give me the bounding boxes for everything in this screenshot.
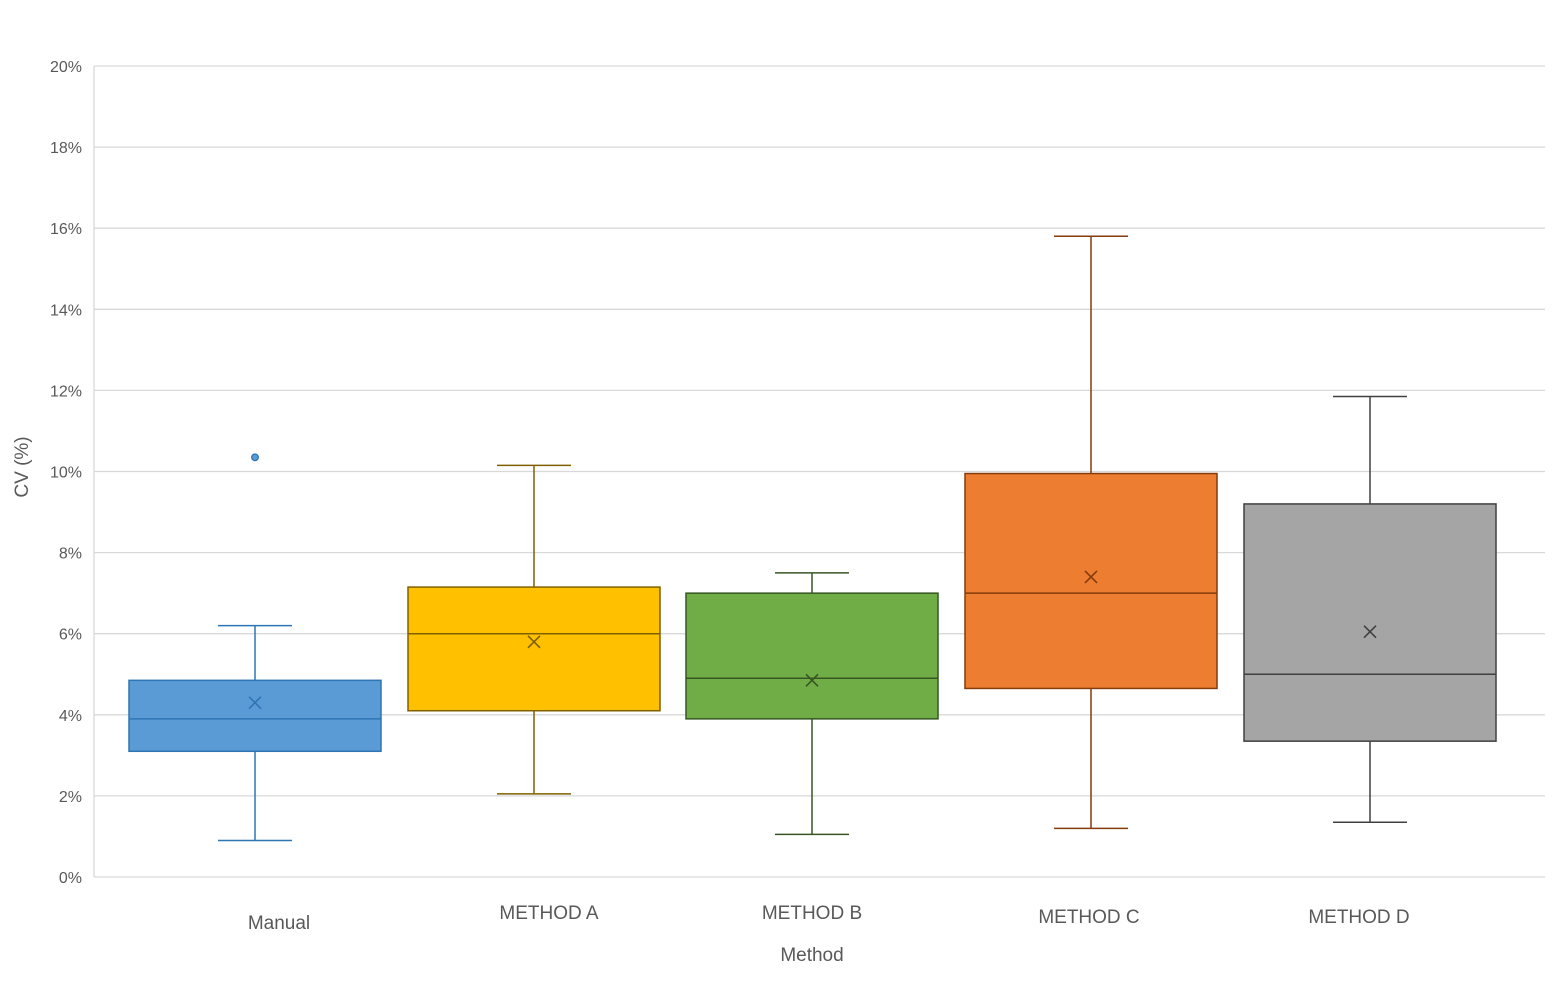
y-tick-label: 8%: [59, 546, 82, 563]
y-tick-label: 12%: [50, 383, 82, 400]
x-category-label: METHOD D: [1308, 907, 1409, 928]
y-tick-label: 6%: [59, 627, 82, 644]
y-tick-label: 14%: [50, 302, 82, 319]
iqr-box: [128, 679, 382, 753]
y-tick-label: 10%: [50, 465, 82, 482]
y-tick-label: 4%: [59, 708, 82, 725]
mean-marker: [1363, 625, 1377, 639]
box-1: [128, 453, 382, 842]
iqr-box: [1243, 503, 1497, 742]
x-axis-category-labels: Manual METHOD A METHOD B METHOD C METHOD D: [248, 903, 1410, 934]
y-tick-label: 2%: [59, 789, 82, 806]
x-category-label: METHOD C: [1038, 907, 1139, 928]
mean-marker: [248, 696, 262, 710]
x-category-label: METHOD A: [499, 903, 599, 924]
y-axis-title: CV (%): [12, 436, 33, 497]
y-tick-label: 0%: [59, 870, 82, 887]
y-tick-label: 18%: [50, 140, 82, 157]
iqr-box: [407, 586, 661, 712]
mean-marker: [1084, 570, 1098, 584]
mean-marker: [805, 673, 819, 687]
box-3: [685, 572, 939, 836]
mean-marker: [527, 635, 541, 649]
outlier-point: [251, 453, 259, 462]
iqr-box: [685, 592, 939, 720]
y-tick-label: 20%: [50, 59, 82, 76]
box-4: [964, 235, 1218, 830]
boxes: [128, 235, 1497, 842]
box-5: [1243, 395, 1497, 824]
box-2: [407, 464, 661, 795]
x-category-label: Manual: [248, 913, 310, 934]
y-axis-tick-labels: 0% 2% 4% 6% 8% 10% 12% 14% 16% 18% 20%: [50, 59, 82, 887]
iqr-box: [964, 472, 1218, 690]
gridlines: [93, 65, 1545, 878]
x-category-label: METHOD B: [762, 903, 862, 924]
x-axis-title: Method: [780, 945, 843, 966]
y-tick-label: 16%: [50, 221, 82, 238]
